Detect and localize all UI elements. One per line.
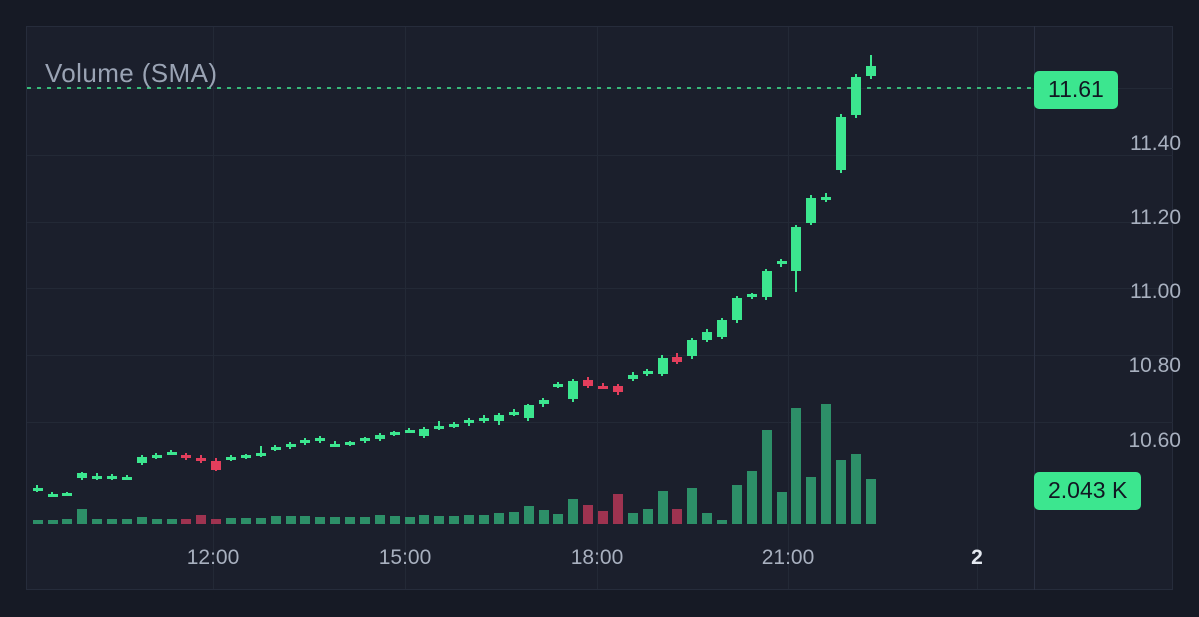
- time-axis-tick: 18:00: [570, 546, 624, 569]
- plot-area: [26, 26, 1173, 590]
- price-axis-tick: 11.00: [1130, 280, 1181, 304]
- price-axis-tick: 11.20: [1130, 206, 1181, 230]
- sma-reference-line: [27, 87, 1034, 89]
- gridline-vertical: [405, 27, 406, 589]
- volume-sma-label: Volume (SMA): [45, 58, 218, 88]
- time-axis-tick: 21:00: [761, 546, 815, 569]
- gridline-vertical: [977, 27, 978, 589]
- gridline-vertical: [597, 27, 598, 589]
- price-axis-tick: 10.60: [1128, 428, 1181, 452]
- time-axis-tick: 15:00: [378, 546, 432, 569]
- last-price-badge[interactable]: 11.61: [1034, 71, 1118, 109]
- price-axis-divider: [1034, 26, 1035, 590]
- gridline-horizontal: [27, 222, 1173, 223]
- price-axis-tick: 10.80: [1128, 354, 1181, 378]
- gridline-vertical: [788, 27, 789, 589]
- gridline-horizontal: [27, 355, 1173, 356]
- price-axis-tick: 11.40: [1130, 131, 1181, 155]
- last-volume-badge[interactable]: 2.043 K: [1034, 472, 1142, 510]
- time-axis-tick: 12:00: [186, 546, 240, 569]
- gridline-horizontal: [27, 155, 1173, 156]
- time-axis-tick: 2: [971, 546, 983, 569]
- gridline-horizontal: [27, 422, 1173, 423]
- gridline-vertical: [213, 27, 214, 589]
- gridline-horizontal: [27, 288, 1173, 289]
